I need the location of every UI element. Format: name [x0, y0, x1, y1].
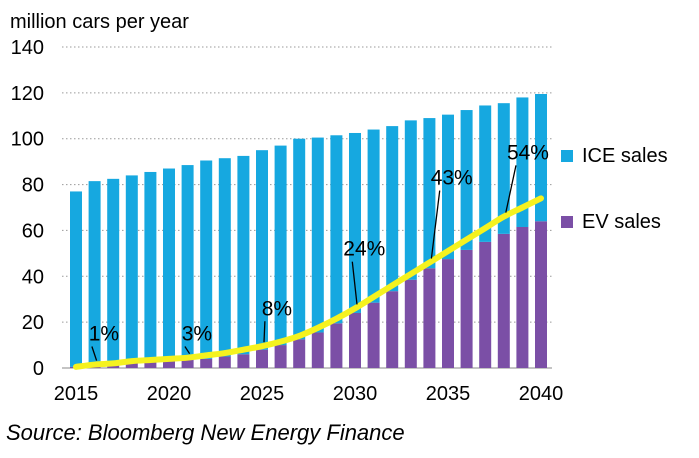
ev-bar: [200, 358, 213, 368]
ev-bar: [497, 233, 510, 368]
share-annotation: 1%: [89, 322, 119, 345]
chart: million cars per year 020406080100120140…: [10, 11, 668, 405]
ev-bar: [423, 268, 436, 368]
ice-bar: [200, 160, 213, 359]
ice-bar: [237, 155, 250, 355]
legend: ICE sales EV sales: [561, 145, 668, 233]
ev-bar: [349, 312, 361, 368]
ev-bar: [367, 302, 380, 368]
ice-bar: [423, 118, 436, 269]
ev-bar: [330, 323, 343, 368]
ice-bar: [386, 126, 399, 292]
source-note: Source: Bloomberg New Energy Finance: [6, 420, 405, 445]
ice-bar: [256, 150, 268, 350]
annotation-leader: [91, 346, 98, 361]
y-tick-label: 140: [11, 37, 44, 59]
y-axis-title: million cars per year: [10, 11, 189, 33]
ice-bar: [144, 171, 157, 363]
ice-bar: [349, 132, 361, 313]
annotation-leader: [184, 346, 191, 355]
y-tick-labels: 0 20 40 60 80 100 120 140: [11, 37, 44, 380]
y-tick-label: 20: [22, 312, 44, 334]
ice-bar: [88, 181, 101, 366]
legend-swatch: [561, 216, 573, 228]
annotation-leader: [505, 165, 517, 213]
share-annotation: 8%: [262, 297, 292, 320]
ev-bar: [404, 279, 417, 368]
annotation-leader: [263, 321, 266, 343]
legend-label: ICE sales: [582, 145, 668, 167]
ice-bar: [535, 94, 547, 222]
ice-bar: [274, 145, 287, 346]
x-tick-label: 2020: [147, 383, 192, 405]
ev-bar: [460, 249, 473, 368]
ice-bar: [163, 168, 175, 362]
x-tick-labels: 2015 2020 2025 2030 2035 2040: [54, 383, 564, 405]
ice-bar: [460, 110, 473, 250]
ice-bar: [330, 135, 343, 324]
y-tick-label: 100: [11, 129, 44, 151]
y-tick-label: 120: [11, 83, 44, 105]
ev-bar: [125, 363, 138, 368]
ice-bar: [479, 105, 492, 242]
ice-bar: [404, 120, 417, 280]
annotations: 1% 3% 8% 24% 43% 54%: [89, 141, 549, 361]
x-tick-label: 2015: [54, 383, 99, 405]
ice-bar: [181, 165, 194, 360]
ice-bar: [367, 129, 380, 303]
ev-bar: [163, 361, 175, 368]
ice-bar: [218, 158, 231, 357]
annotation-leader: [351, 261, 358, 305]
ice-bar: [442, 114, 454, 260]
ev-share-line: [73, 195, 544, 370]
bars: [70, 94, 547, 368]
legend-label: EV sales: [582, 211, 661, 233]
x-tick-label: 2035: [426, 383, 471, 405]
y-tick-label: 0: [33, 358, 44, 380]
share-annotation: 24%: [343, 238, 385, 261]
y-tick-label: 80: [22, 175, 44, 197]
ev-bar: [442, 259, 454, 368]
x-tick-label: 2025: [240, 383, 285, 405]
ev-bar: [535, 221, 547, 368]
ice-bar: [107, 178, 120, 365]
ice-bar: [293, 138, 306, 340]
ev-bar: [516, 226, 529, 368]
ice-bar: [70, 191, 82, 367]
ev-bar: [256, 349, 268, 368]
ev-bar: [218, 356, 231, 368]
share-annotation: 54%: [507, 141, 549, 164]
ev-bar: [144, 362, 157, 368]
ev-bar: [479, 241, 492, 368]
ice-bar: [516, 97, 529, 227]
share-line-group: [73, 195, 544, 370]
ev-bar: [293, 339, 306, 368]
ice-bar: [125, 175, 138, 364]
legend-swatch: [561, 150, 573, 162]
share-annotation: 43%: [431, 167, 473, 190]
ev-bar: [311, 332, 324, 368]
ev-bar: [386, 291, 399, 368]
ice-bar: [497, 103, 510, 234]
ev-bar: [237, 354, 250, 368]
ev-bar: [274, 345, 287, 368]
y-tick-label: 40: [22, 266, 44, 288]
ice-bar: [311, 137, 324, 333]
ev-bar: [181, 359, 194, 368]
y-tick-label: 60: [22, 220, 44, 242]
annotation-leader: [430, 190, 441, 259]
x-tick-label: 2030: [333, 383, 378, 405]
share-annotation: 3%: [182, 322, 212, 345]
x-tick-label: 2040: [519, 383, 564, 405]
